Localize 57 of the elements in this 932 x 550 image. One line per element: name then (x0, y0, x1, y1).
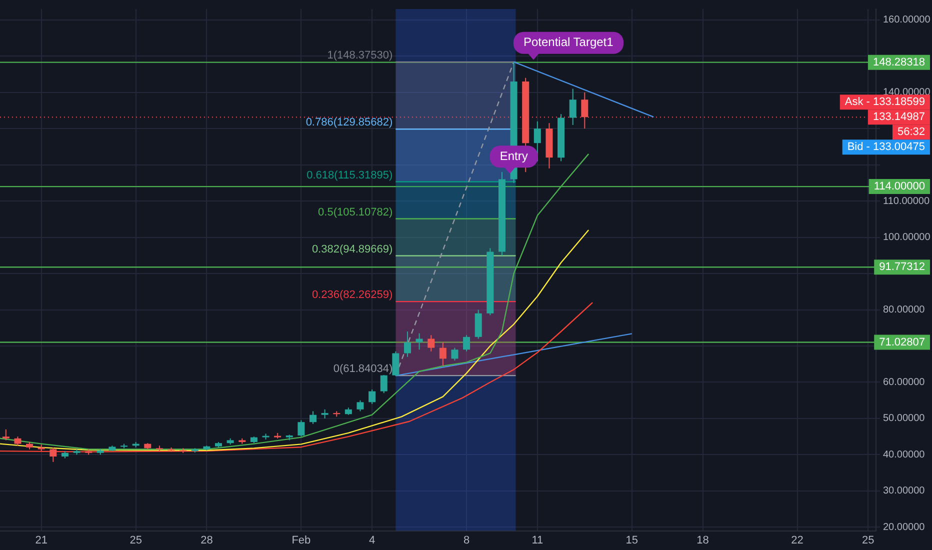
y-tick-label: 80.00000 (883, 304, 926, 316)
y-tick-label: 110.00000 (883, 196, 930, 207)
candlestick (321, 408, 328, 419)
annotation: Bid - 133.00475 (847, 141, 925, 154)
x-tick-label: 8 (463, 534, 470, 546)
candlestick (392, 350, 400, 376)
candlestick (439, 342, 446, 366)
series-label: 0.5(105.10782) (318, 206, 393, 218)
candlestick (451, 347, 458, 361)
series-label: 1(148.37530) (327, 50, 393, 62)
candlestick (368, 388, 376, 404)
candlestick (569, 88, 576, 126)
candlestick (310, 410, 316, 424)
y-tick-label: 40.00000 (883, 449, 926, 460)
annotation: Entry (500, 149, 528, 163)
y-tick-label: 60.00000 (883, 376, 926, 388)
series-label: 0(61.84034) (333, 363, 393, 376)
x-tick-label: 4 (368, 534, 376, 546)
ref-line-label: 148.28318 (873, 56, 925, 68)
candlestick (50, 446, 57, 462)
ref-line-label: 91.77312 (879, 261, 926, 274)
x-tick-label: 15 (626, 534, 638, 546)
y-tick-label: 100.00000 (883, 232, 931, 244)
text: 56:32 (897, 126, 926, 138)
candlestick (428, 334, 435, 352)
candlestick (463, 334, 470, 352)
annotation: Potential Target1 (523, 35, 614, 50)
ref-line-label: 133.14987 (873, 111, 925, 124)
candlestick (581, 92, 588, 130)
candlestick (416, 332, 423, 350)
candlestick (356, 400, 364, 412)
x-tick-label: 21 (35, 534, 48, 546)
candlestick (474, 309, 482, 340)
candlestick (380, 374, 388, 394)
x-tick-label: 28 (200, 534, 213, 546)
series-label: 0.236(82.26259) (312, 289, 393, 302)
annotation: Ask - 133.18599 (844, 96, 926, 108)
x-tick-label: 25 (862, 534, 874, 546)
candlestick (534, 120, 541, 162)
ref-line-label: 114.00000 (874, 180, 926, 193)
candlestick (298, 420, 305, 438)
y-tick-label: 160.00000 (883, 14, 931, 26)
x-tick-label: 25 (130, 534, 142, 546)
x-tick-label: 18 (696, 534, 709, 546)
series-label: 0.618(115.31895) (306, 169, 393, 182)
x-tick-label: 22 (791, 534, 804, 546)
x-tick-label: 11 (532, 534, 544, 546)
y-tick-label: 20.00000 (883, 522, 926, 533)
y-tick-label: 30.00000 (883, 486, 926, 497)
candlestick (2, 428, 10, 441)
x-tick-label: Feb (292, 534, 311, 546)
series-label: 0.786(129.85682) (306, 116, 393, 129)
ref-line-label: 71.02807 (879, 336, 926, 348)
series-label: 0.382(94.89669) (312, 243, 393, 256)
candlestick (14, 436, 22, 446)
candlestick (404, 331, 411, 358)
y-tick-label: 50.00000 (883, 413, 926, 424)
